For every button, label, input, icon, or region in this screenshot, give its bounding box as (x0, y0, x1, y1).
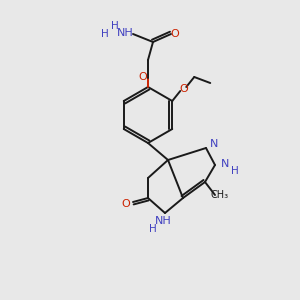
Text: NH: NH (154, 216, 171, 226)
Text: O: O (139, 72, 147, 82)
Text: H: H (101, 29, 109, 39)
Text: CH₃: CH₃ (211, 190, 229, 200)
Text: NH: NH (117, 28, 134, 38)
Text: O: O (122, 199, 130, 209)
Text: H: H (231, 166, 239, 176)
Text: N: N (221, 159, 229, 169)
Text: H: H (149, 224, 157, 234)
Text: H: H (111, 21, 119, 31)
Text: O: O (180, 84, 189, 94)
Text: O: O (171, 29, 179, 39)
Text: N: N (210, 139, 218, 149)
